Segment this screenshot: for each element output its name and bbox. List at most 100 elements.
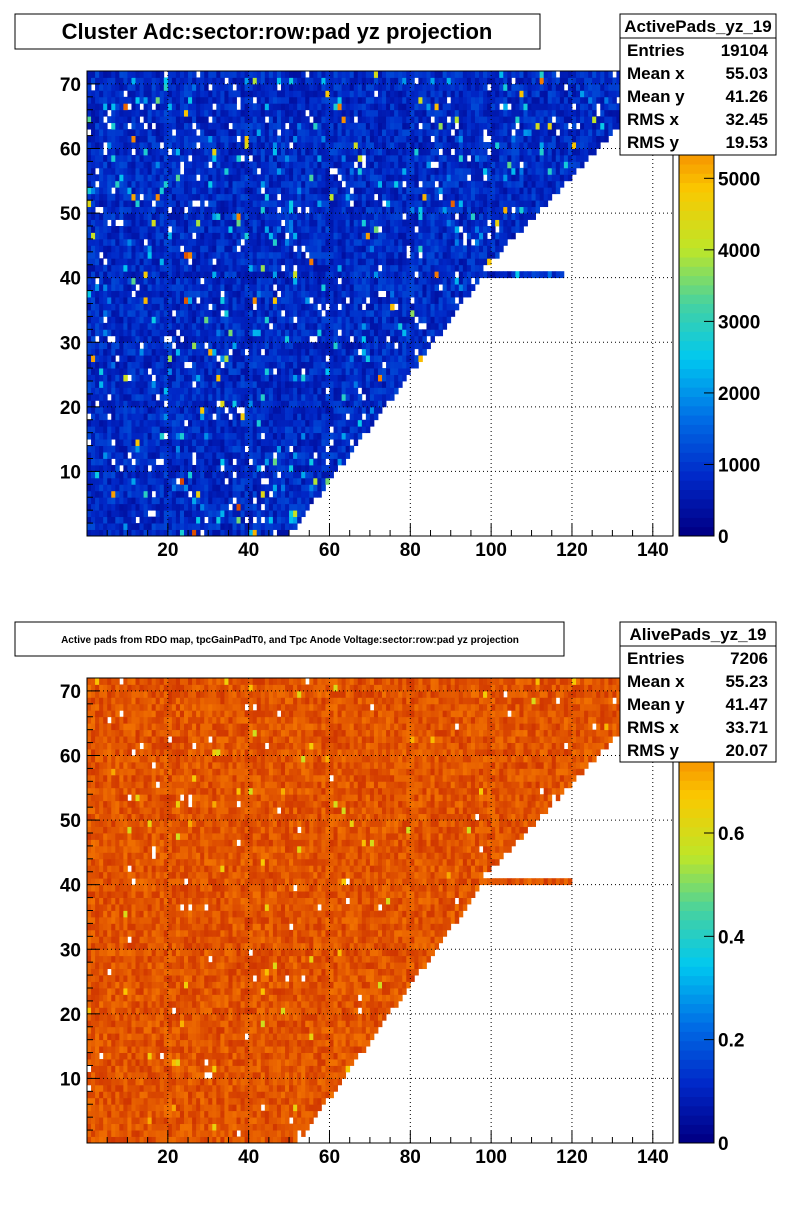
heatmap-cell bbox=[446, 309, 452, 317]
heatmap-cell bbox=[208, 464, 213, 472]
heatmap-cell bbox=[394, 309, 399, 317]
heatmap-cell bbox=[135, 490, 140, 498]
heatmap-cell bbox=[361, 148, 367, 156]
heatmap-cell bbox=[349, 348, 355, 356]
heatmap-cell bbox=[321, 374, 326, 382]
heatmap-cell bbox=[268, 523, 274, 530]
heatmap-cell bbox=[305, 187, 310, 195]
heatmap-cell bbox=[151, 309, 157, 317]
heatmap-cell bbox=[272, 445, 278, 453]
heatmap-cell bbox=[163, 374, 169, 382]
heatmap-cell bbox=[394, 251, 399, 259]
heatmap-cell bbox=[220, 335, 225, 343]
heatmap-cell bbox=[406, 206, 411, 214]
heatmap-cell bbox=[131, 193, 136, 201]
heatmap-cell bbox=[357, 374, 363, 382]
heatmap-cell bbox=[289, 406, 294, 414]
heatmap-cell bbox=[301, 503, 306, 511]
heatmap-cell bbox=[410, 154, 415, 162]
heatmap-cell bbox=[289, 439, 294, 446]
heatmap-cell bbox=[402, 219, 407, 227]
heatmap-cell bbox=[357, 161, 363, 169]
heatmap-cell bbox=[179, 503, 185, 511]
heatmap-cell bbox=[111, 142, 116, 149]
heatmap-cell bbox=[91, 490, 96, 498]
heatmap-cell bbox=[147, 238, 153, 246]
heatmap-cell bbox=[95, 503, 100, 511]
heatmap-cell bbox=[450, 232, 456, 240]
heatmap-cell bbox=[216, 238, 221, 246]
heatmap-cell bbox=[276, 348, 282, 356]
heatmap-cell bbox=[345, 180, 351, 188]
heatmap-cell bbox=[458, 264, 464, 272]
heatmap-cell bbox=[466, 187, 472, 195]
heatmap-cell bbox=[523, 180, 528, 188]
heatmap-cell bbox=[228, 226, 233, 233]
heatmap-cell bbox=[179, 329, 185, 337]
heatmap-cell bbox=[135, 251, 140, 259]
heatmap-cell bbox=[135, 452, 140, 459]
heatmap-cell bbox=[353, 174, 359, 182]
heatmap-cell bbox=[373, 329, 379, 337]
heatmap-cell bbox=[232, 413, 237, 421]
heatmap-cell bbox=[240, 510, 246, 518]
heatmap-cell bbox=[192, 490, 197, 498]
heatmap-cell bbox=[450, 213, 456, 220]
heatmap-cell bbox=[349, 193, 355, 201]
heatmap-cell bbox=[474, 161, 480, 169]
heatmap-cell bbox=[240, 219, 246, 227]
heatmap-cell bbox=[115, 510, 120, 518]
heatmap-cell bbox=[377, 277, 383, 285]
heatmap-cell bbox=[224, 348, 229, 356]
heatmap-cell bbox=[333, 374, 338, 382]
heatmap-cell bbox=[483, 213, 488, 220]
heatmap-cell bbox=[147, 529, 153, 537]
heatmap-cell bbox=[204, 226, 209, 233]
heatmap-cell bbox=[123, 226, 128, 233]
heatmap-cell bbox=[386, 277, 391, 285]
heatmap-cell bbox=[179, 361, 185, 369]
heatmap-cell bbox=[248, 374, 254, 382]
heatmap-cell bbox=[268, 206, 274, 214]
heatmap-cell bbox=[301, 297, 306, 304]
heatmap-cell bbox=[135, 297, 140, 304]
heatmap-cell bbox=[503, 213, 508, 220]
heatmap-cell bbox=[353, 413, 359, 421]
heatmap-cell bbox=[301, 445, 306, 453]
heatmap-cell bbox=[175, 167, 181, 175]
heatmap-cell bbox=[373, 348, 379, 356]
heatmap-cell bbox=[252, 490, 258, 498]
heatmap-cell bbox=[446, 161, 452, 169]
heatmap-cell bbox=[107, 187, 112, 195]
heatmap-cell bbox=[135, 361, 140, 369]
heatmap-cell bbox=[131, 264, 136, 272]
heatmap-cell bbox=[216, 426, 221, 434]
heatmap-cell bbox=[495, 154, 500, 162]
heatmap-cell bbox=[212, 264, 217, 272]
heatmap-cell bbox=[386, 368, 391, 375]
heatmap-cell bbox=[285, 523, 290, 530]
heatmap-cell bbox=[426, 238, 431, 246]
heatmap-cell bbox=[155, 484, 161, 492]
heatmap-cell bbox=[462, 154, 468, 162]
heatmap-cell bbox=[470, 187, 476, 195]
heatmap-cell bbox=[499, 226, 504, 233]
heatmap-cell bbox=[240, 348, 246, 356]
heatmap-cell bbox=[123, 297, 128, 304]
heatmap-cell bbox=[458, 148, 464, 156]
heatmap-cell bbox=[147, 477, 153, 485]
heatmap-cell bbox=[357, 400, 363, 408]
heatmap-cell bbox=[95, 245, 100, 253]
heatmap-cell bbox=[248, 381, 254, 388]
heatmap-cell bbox=[188, 348, 193, 356]
heatmap-cell bbox=[111, 400, 116, 408]
heatmap-cell bbox=[196, 322, 201, 330]
heatmap-cell bbox=[228, 393, 233, 401]
heatmap-cell bbox=[466, 148, 472, 156]
heatmap-cell bbox=[365, 393, 371, 401]
heatmap-cell bbox=[402, 232, 407, 240]
heatmap-cell bbox=[147, 180, 153, 188]
heatmap-cell bbox=[377, 174, 383, 182]
heatmap-cell bbox=[163, 464, 169, 472]
heatmap-cell bbox=[171, 303, 177, 311]
